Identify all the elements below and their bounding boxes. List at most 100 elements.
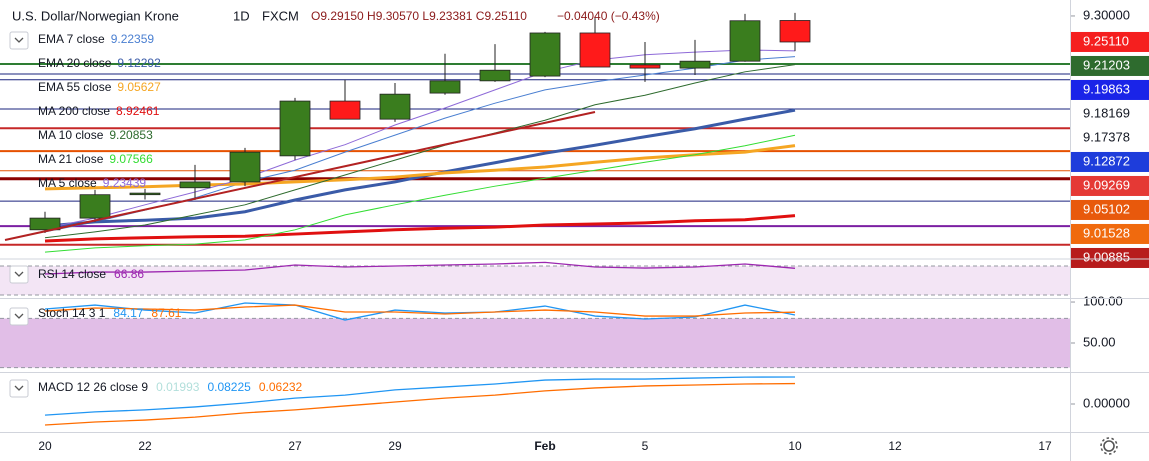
price-label-box (1071, 199, 1149, 220)
interval: 1D (233, 8, 250, 23)
price-label-box (1071, 55, 1149, 76)
indicator-line (44, 108, 796, 228)
candle-body (479, 69, 511, 82)
legend-name: EMA 7 close (38, 32, 105, 46)
legend-name: EMA 55 close (38, 80, 112, 94)
legend-entry: EMA 55 close 9.05627 (38, 80, 161, 94)
legend-value: 9.12292 (117, 56, 161, 70)
plot-layers (0, 12, 1070, 426)
price-label-box (1071, 79, 1149, 100)
legend-value: 0.06232 (259, 380, 303, 394)
indicator-line (44, 134, 796, 253)
price-label: 9.05102 (1083, 201, 1130, 216)
price-label: 9.18169 (1083, 105, 1130, 120)
legend-name: MA 5 close (38, 176, 97, 190)
legend-value: 0.08225 (207, 380, 251, 394)
legend-value: 9.07566 (109, 152, 153, 166)
pane-title: MACD 12 26 close 9 (38, 380, 148, 394)
symbol-title: U.S. Dollar/Norwegian Krone (12, 8, 179, 23)
legend-entry: EMA 20 close 9.12292 (38, 56, 161, 70)
legend-name: EMA 20 close (38, 56, 112, 70)
indicator-line (44, 261, 796, 275)
price-label-box (1071, 127, 1149, 148)
collapse-button[interactable] (9, 265, 29, 284)
price-label-box (1071, 103, 1149, 124)
price-label: 9.01528 (1083, 225, 1130, 240)
y-tick-label: 100.00 (1083, 293, 1123, 308)
legend-name: MA 10 close (38, 128, 104, 142)
legend-name: MA 21 close (38, 152, 104, 166)
candle-body (629, 64, 661, 69)
collapse-button[interactable] (9, 379, 29, 398)
candle-body (179, 181, 211, 189)
legend-value: 9.20853 (109, 128, 153, 142)
legend-entry: EMA 7 close 9.22359 (38, 32, 154, 46)
price-label: 9.25110 (1083, 33, 1129, 48)
indicator-line (44, 382, 796, 426)
indicator-line (44, 302, 796, 321)
candle-body (129, 192, 161, 196)
price-label: 9.09269 (1083, 177, 1130, 192)
price-label-box (1071, 151, 1149, 172)
x-tick-label: 22 (138, 439, 152, 453)
ohlc: O9.29150 H9.30570 L9.23381 C9.25110 (311, 9, 527, 23)
legend-entry: MA 21 close 9.07566 (38, 152, 153, 166)
indicator-line (44, 144, 796, 191)
legend-value: 66.86 (114, 267, 144, 281)
x-tick-label: 5 (642, 439, 649, 453)
price-label-box (1071, 175, 1149, 196)
legend-value: 0.01993 (156, 380, 200, 394)
candle-body (579, 32, 611, 68)
legend-value: 9.22359 (111, 32, 155, 46)
settings-button[interactable] (1100, 437, 1118, 455)
candle-body (429, 80, 461, 94)
pane-title: Stoch 14 3 1 (38, 306, 106, 320)
indicator-line (44, 304, 796, 317)
indicator-line (44, 64, 796, 239)
band (0, 266, 1070, 296)
price-label-box (1071, 31, 1149, 52)
pane-legend: Stoch 14 3 1 84.17 87.61 (38, 306, 182, 320)
x-tick-label: 10 (788, 439, 802, 453)
y-tick-label: 0.00000 (1083, 395, 1130, 410)
overlay: 20 22 27 29 Feb 5 10 12 17 9.30000 9.25110 9.21203 9… (38, 7, 1149, 453)
candle-body (529, 32, 561, 77)
legend-entry: MA 200 close 8.92461 (38, 104, 160, 118)
legend-value: 8.92461 (116, 104, 160, 118)
price-label: 9.12872 (1083, 153, 1130, 168)
candle-body (779, 20, 811, 43)
legend-value: 84.17 (113, 306, 143, 320)
indicator-line (44, 49, 796, 229)
collapse-button[interactable] (9, 307, 29, 326)
candle-body (729, 20, 761, 62)
price-label: 9.00885 (1083, 249, 1130, 264)
pane-title: RSI 14 close (38, 267, 106, 281)
legend-value: 87.61 (151, 306, 181, 320)
y-tick-label: 9.30000 (1083, 7, 1130, 22)
collapse-button[interactable] (9, 31, 29, 50)
x-tick-label: Feb (534, 439, 555, 453)
price-label: 9.17378 (1083, 129, 1130, 144)
candle-body (79, 194, 111, 219)
y-tick-label: 50.00 (1083, 334, 1116, 349)
x-tick-label: 20 (38, 439, 52, 453)
candle-body (229, 151, 261, 183)
legend-entry: MA 10 close 9.20853 (38, 128, 153, 142)
legend-entry: MA 5 close 9.23439 (38, 176, 146, 190)
x-tick-label: 17 (1038, 439, 1052, 453)
candle-body (29, 217, 61, 231)
band (0, 318, 1070, 368)
candle-body (329, 100, 361, 120)
pane-legend: MACD 12 26 close 9 0.01993 0.08225 0.06232 (38, 380, 303, 394)
price-label-box (1071, 223, 1149, 244)
price-label: 9.19863 (1083, 81, 1130, 96)
legend-value: 9.23439 (103, 176, 147, 190)
legend-name: MA 200 close (38, 104, 110, 118)
candle-body (379, 93, 411, 120)
price-label: 9.21203 (1083, 57, 1130, 72)
x-tick-label: 27 (288, 439, 302, 453)
indicator-line (44, 376, 796, 416)
